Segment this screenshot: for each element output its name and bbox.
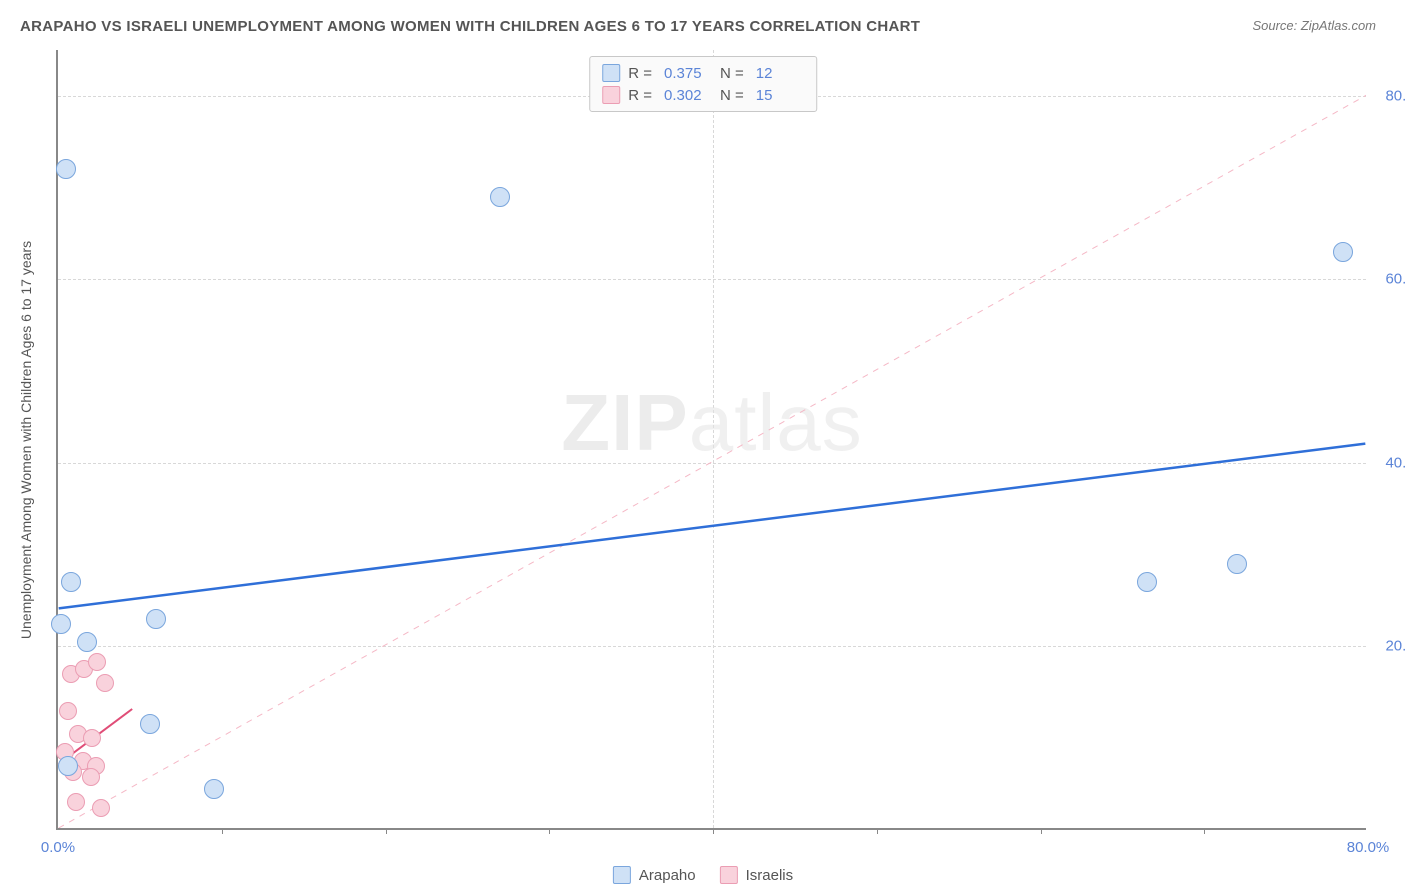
n-label: N = — [720, 65, 744, 82]
swatch-pink — [602, 86, 620, 104]
legend-row-blue: R = 0.375 N = 12 — [602, 62, 804, 84]
y-axis-label: Unemployment Among Women with Children A… — [18, 241, 34, 639]
x-tick-mark — [713, 828, 714, 834]
chart-container: ARAPAHO VS ISRAELI UNEMPLOYMENT AMONG WO… — [0, 0, 1406, 892]
n-value-pink: 15 — [756, 87, 804, 104]
data-point — [67, 793, 85, 811]
data-point — [96, 674, 114, 692]
x-tick-mark — [549, 828, 550, 834]
data-point — [58, 756, 78, 776]
n-value-blue: 12 — [756, 65, 804, 82]
swatch-pink — [720, 866, 738, 884]
y-tick-label: 80.0% — [1373, 87, 1406, 104]
r-value-pink: 0.302 — [664, 87, 712, 104]
r-value-blue: 0.375 — [664, 65, 712, 82]
r-label: R = — [628, 65, 652, 82]
data-point — [146, 609, 166, 629]
x-tick-mark — [222, 828, 223, 834]
legend-item-blue: Arapaho — [613, 866, 696, 884]
n-label: N = — [720, 87, 744, 104]
series-name-pink: Israelis — [746, 867, 794, 884]
data-point — [490, 187, 510, 207]
data-point — [1227, 554, 1247, 574]
x-tick-mark — [386, 828, 387, 834]
data-point — [77, 632, 97, 652]
data-point — [140, 714, 160, 734]
legend-item-pink: Israelis — [720, 866, 794, 884]
data-point — [82, 768, 100, 786]
x-tick-label: 80.0% — [1347, 839, 1390, 856]
data-point — [83, 729, 101, 747]
trend-line — [59, 444, 1366, 609]
r-label: R = — [628, 87, 652, 104]
source-attribution: Source: ZipAtlas.com — [1252, 18, 1376, 33]
legend-row-pink: R = 0.302 N = 15 — [602, 84, 804, 106]
legend-correlation-box: R = 0.375 N = 12 R = 0.302 N = 15 — [589, 56, 817, 112]
x-tick-mark — [1204, 828, 1205, 834]
data-point — [1137, 572, 1157, 592]
x-tick-label: 0.0% — [41, 839, 75, 856]
x-tick-mark — [877, 828, 878, 834]
data-point — [61, 572, 81, 592]
data-point — [51, 614, 71, 634]
y-tick-label: 40.0% — [1373, 454, 1406, 471]
y-tick-label: 60.0% — [1373, 271, 1406, 288]
data-point — [56, 159, 76, 179]
swatch-blue — [602, 64, 620, 82]
swatch-blue — [613, 866, 631, 884]
chart-title: ARAPAHO VS ISRAELI UNEMPLOYMENT AMONG WO… — [20, 18, 920, 35]
data-point — [88, 653, 106, 671]
data-point — [204, 779, 224, 799]
series-name-blue: Arapaho — [639, 867, 696, 884]
trend-lines-layer — [58, 50, 1366, 828]
data-point — [92, 799, 110, 817]
trend-line — [59, 50, 1366, 828]
data-point — [59, 702, 77, 720]
x-tick-mark — [1041, 828, 1042, 834]
legend-series-box: Arapaho Israelis — [613, 866, 793, 884]
plot-area: ZIPatlas 20.0%40.0%60.0%80.0%0.0%80.0% — [56, 50, 1366, 830]
data-point — [1333, 242, 1353, 262]
y-tick-label: 20.0% — [1373, 638, 1406, 655]
